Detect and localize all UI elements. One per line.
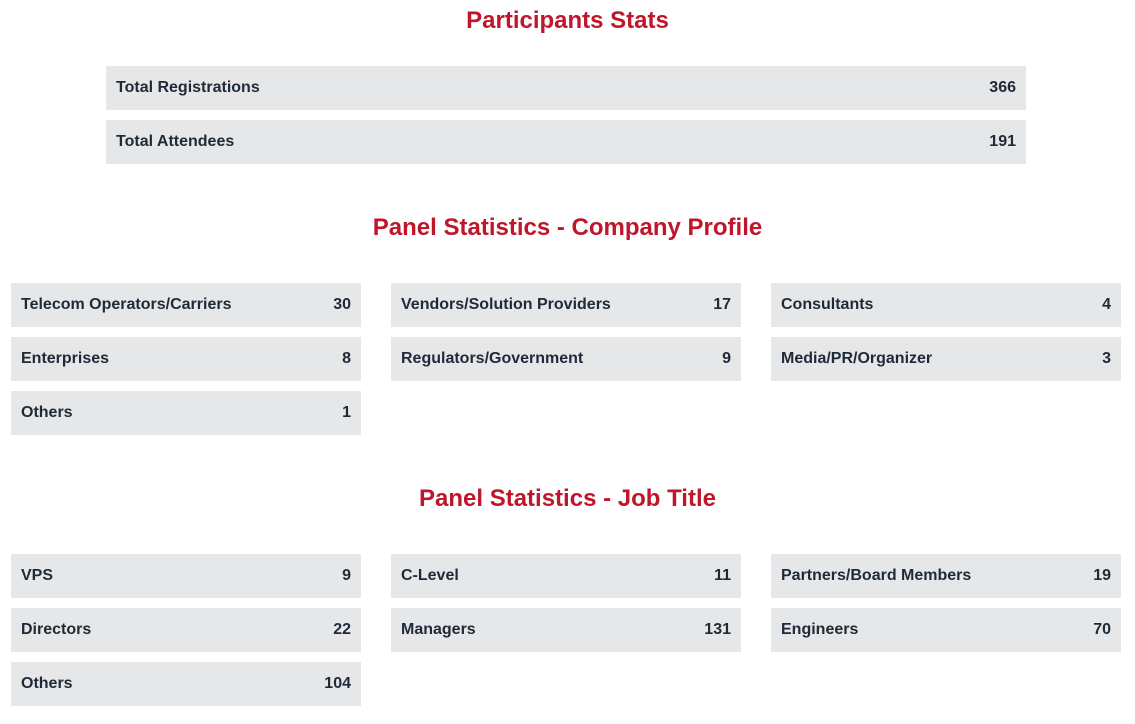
- job-stat-value: 22: [333, 621, 351, 638]
- job-stat-label: Partners/Board Members: [781, 567, 972, 584]
- job-stat-value: 9: [342, 567, 351, 584]
- job-title-heading: Panel Statistics - Job Title: [419, 485, 716, 512]
- company-stat-item: Consultants 4: [771, 283, 1121, 327]
- company-stat-value: 30: [333, 296, 351, 313]
- total-attendees-value: 191: [989, 133, 1016, 150]
- company-stat-label: Telecom Operators/Carriers: [21, 296, 232, 313]
- company-stat-label: Vendors/Solution Providers: [401, 296, 611, 313]
- total-registrations-value: 366: [989, 79, 1016, 96]
- participants-stats-heading: Participants Stats: [466, 7, 669, 34]
- company-stat-item: Vendors/Solution Providers 17: [391, 283, 741, 327]
- job-stat-value: 11: [714, 567, 731, 584]
- job-stat-label: C-Level: [401, 567, 459, 584]
- total-registrations-row: Total Registrations 366: [106, 66, 1026, 110]
- job-stat-value: 131: [704, 621, 731, 638]
- company-stat-item: Enterprises 8: [11, 337, 361, 381]
- total-attendees-label: Total Attendees: [116, 133, 235, 150]
- company-stat-label: Enterprises: [21, 350, 110, 367]
- total-registrations-label: Total Registrations: [116, 79, 260, 96]
- company-stat-label: Regulators/Government: [401, 350, 584, 367]
- company-stat-label: Consultants: [781, 296, 874, 313]
- job-stat-value: 70: [1093, 621, 1111, 638]
- company-stat-value: 1: [342, 404, 351, 421]
- company-stat-value: 3: [1102, 350, 1111, 367]
- job-stat-value: 19: [1093, 567, 1111, 584]
- company-stat-item: Media/PR/Organizer 3: [771, 337, 1121, 381]
- company-stat-value: 17: [713, 296, 731, 313]
- company-stat-value: 8: [342, 350, 351, 367]
- company-stat-item: Telecom Operators/Carriers 30: [11, 283, 361, 327]
- job-stat-item: Engineers 70: [771, 608, 1121, 652]
- job-stat-label: Managers: [401, 621, 476, 638]
- job-stat-item: Managers 131: [391, 608, 741, 652]
- job-stat-item: Others 104: [11, 662, 361, 706]
- company-stat-label: Media/PR/Organizer: [781, 350, 933, 367]
- company-stat-label: Others: [21, 404, 73, 421]
- company-profile-heading: Panel Statistics - Company Profile: [372, 214, 763, 241]
- total-attendees-row: Total Attendees 191: [106, 120, 1026, 164]
- job-stat-label: Others: [21, 675, 73, 692]
- job-stat-label: Directors: [21, 621, 92, 638]
- company-stat-item: Regulators/Government 9: [391, 337, 741, 381]
- job-stat-item: Partners/Board Members 19: [771, 554, 1121, 598]
- company-stat-value: 4: [1102, 296, 1111, 313]
- job-stat-item: VPS 9: [11, 554, 361, 598]
- job-stat-label: Engineers: [781, 621, 859, 638]
- company-stat-item: Others 1: [11, 391, 361, 435]
- job-stat-item: C-Level 11: [391, 554, 741, 598]
- company-stat-value: 9: [722, 350, 731, 367]
- job-stat-value: 104: [324, 675, 351, 692]
- job-stat-label: VPS: [21, 567, 54, 584]
- job-stat-item: Directors 22: [11, 608, 361, 652]
